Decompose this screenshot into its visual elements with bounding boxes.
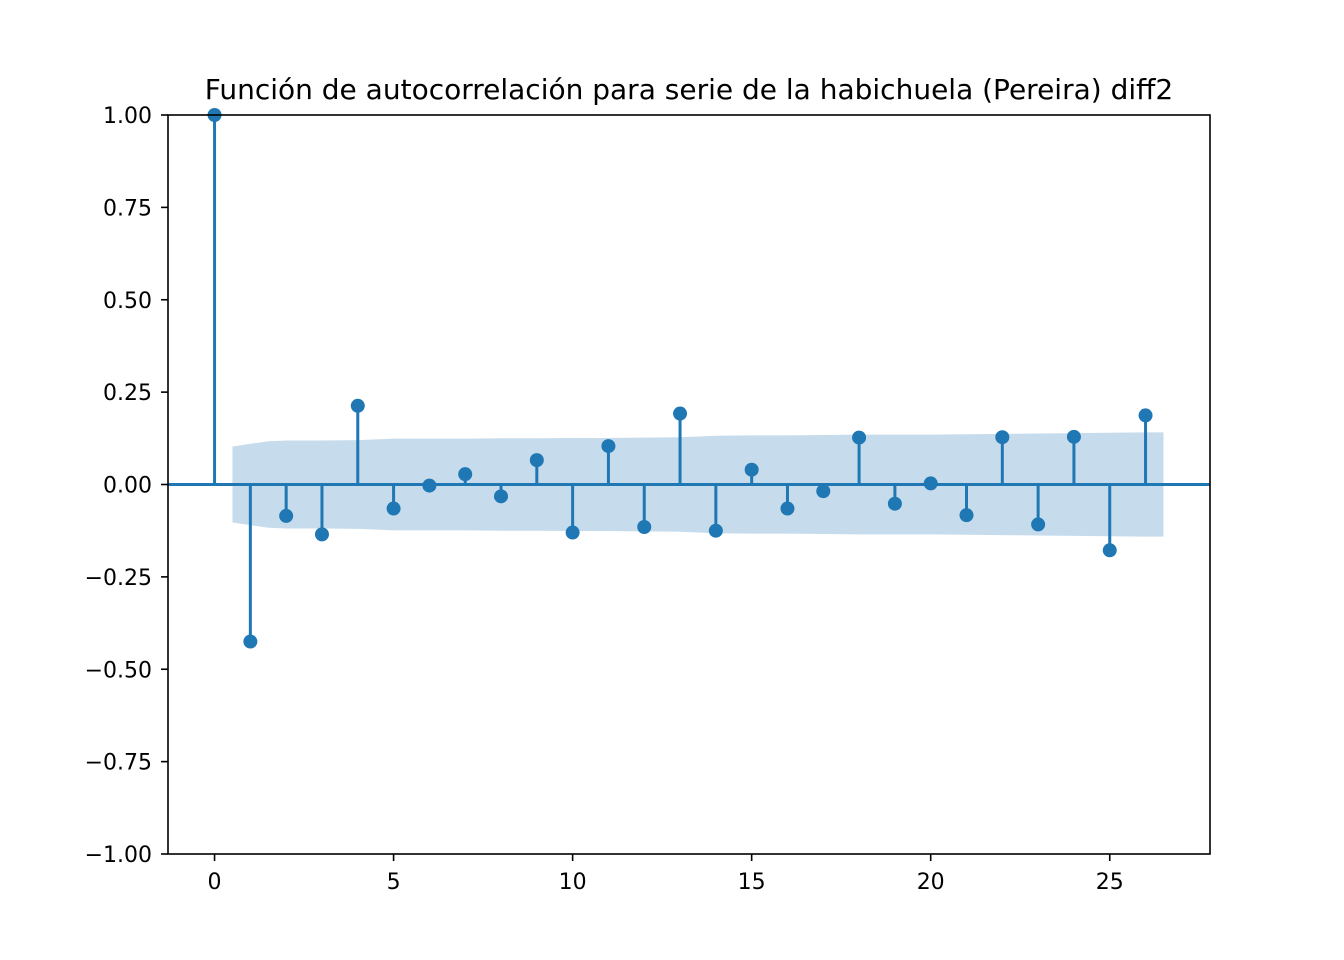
stem-marker xyxy=(601,439,616,454)
stem-marker xyxy=(852,430,867,445)
x-tick-label: 0 xyxy=(208,870,222,895)
stem-marker xyxy=(637,519,652,534)
x-tick-label: 25 xyxy=(1096,870,1124,895)
y-tick-label: 0.25 xyxy=(103,381,152,406)
stem-marker xyxy=(494,489,509,504)
stem-marker xyxy=(1066,429,1081,444)
x-tick-label: 15 xyxy=(738,870,766,895)
stem-marker xyxy=(279,508,294,523)
stem-layer xyxy=(207,108,1153,649)
y-tick-label: −0.25 xyxy=(85,566,152,591)
y-tick-label: 0.50 xyxy=(103,289,152,314)
stem-marker xyxy=(816,484,831,499)
stem-marker xyxy=(565,525,580,540)
y-tick-label: 0.00 xyxy=(103,474,152,499)
stem-marker xyxy=(780,501,795,516)
stem-marker xyxy=(529,453,544,468)
y-tick-label: 1.00 xyxy=(103,104,152,129)
tick-layer: 0 5 10 15 20 25 1.00 0.75 0.50 0.25 0.00 −0.25 −0.50… xyxy=(85,104,1124,895)
stem-marker xyxy=(243,634,258,649)
chart-title: Función de autocorrelación para serie de… xyxy=(205,73,1173,106)
stem-marker xyxy=(887,496,902,511)
stem-marker xyxy=(1031,517,1046,532)
stem-marker xyxy=(708,523,723,538)
stem-marker xyxy=(923,476,938,491)
x-tick-label: 20 xyxy=(917,870,945,895)
stem-marker xyxy=(673,406,688,421)
stem-marker xyxy=(458,467,473,482)
stem-marker xyxy=(1102,543,1117,558)
y-tick-label: 0.75 xyxy=(103,196,152,221)
y-tick-label: −0.50 xyxy=(85,658,152,683)
stem-marker xyxy=(959,508,974,523)
stem-marker xyxy=(314,527,329,542)
y-tick-label: −0.75 xyxy=(85,751,152,776)
y-tick-label: −1.00 xyxy=(85,843,152,868)
stem-marker xyxy=(995,430,1010,445)
stem-marker xyxy=(386,501,401,516)
stem-marker xyxy=(744,462,759,477)
stem-marker xyxy=(422,478,437,493)
x-tick-label: 5 xyxy=(387,870,401,895)
x-tick-label: 10 xyxy=(559,870,587,895)
stem-marker xyxy=(350,398,365,413)
stem-marker xyxy=(1138,408,1153,423)
